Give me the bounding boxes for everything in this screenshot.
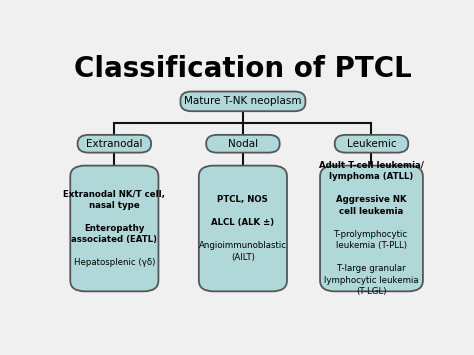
FancyBboxPatch shape — [181, 92, 305, 111]
Text: lymphocytic leukemia: lymphocytic leukemia — [324, 275, 419, 285]
Text: cell leukemia: cell leukemia — [339, 207, 404, 216]
Text: (T-LGL): (T-LGL) — [356, 287, 387, 296]
FancyBboxPatch shape — [78, 135, 151, 153]
Text: Hepatosplenic (γδ): Hepatosplenic (γδ) — [73, 258, 155, 267]
Text: PTCL, NOS: PTCL, NOS — [218, 195, 268, 204]
FancyBboxPatch shape — [199, 165, 287, 291]
Text: Aggressive NK: Aggressive NK — [336, 195, 407, 204]
FancyBboxPatch shape — [320, 165, 423, 291]
FancyBboxPatch shape — [206, 135, 280, 153]
Text: Leukemic: Leukemic — [346, 139, 396, 149]
Text: T-large granular: T-large granular — [337, 264, 406, 273]
Text: Nodal: Nodal — [228, 139, 258, 149]
Text: Extranodal: Extranodal — [86, 139, 143, 149]
Text: Classification of PTCL: Classification of PTCL — [74, 55, 412, 83]
Text: Adult T-cell leukemia/: Adult T-cell leukemia/ — [319, 161, 424, 170]
FancyBboxPatch shape — [70, 165, 158, 291]
Text: lymphoma (ATLL): lymphoma (ATLL) — [329, 172, 414, 181]
Text: leukemia (T-PLL): leukemia (T-PLL) — [336, 241, 407, 250]
Text: associated (EATL): associated (EATL) — [72, 235, 157, 245]
Text: (AILT): (AILT) — [231, 253, 255, 262]
Text: Angioimmunoblastic: Angioimmunoblastic — [199, 241, 287, 250]
Text: ALCL (ALK ±): ALCL (ALK ±) — [211, 218, 274, 227]
Text: Extranodal NK/T cell,: Extranodal NK/T cell, — [64, 190, 165, 198]
Text: nasal type: nasal type — [89, 201, 140, 210]
FancyBboxPatch shape — [335, 135, 408, 153]
Text: T-prolymphocytic: T-prolymphocytic — [335, 230, 409, 239]
Text: Enteropathy: Enteropathy — [84, 224, 145, 233]
Text: Mature T-NK neoplasm: Mature T-NK neoplasm — [184, 96, 301, 106]
